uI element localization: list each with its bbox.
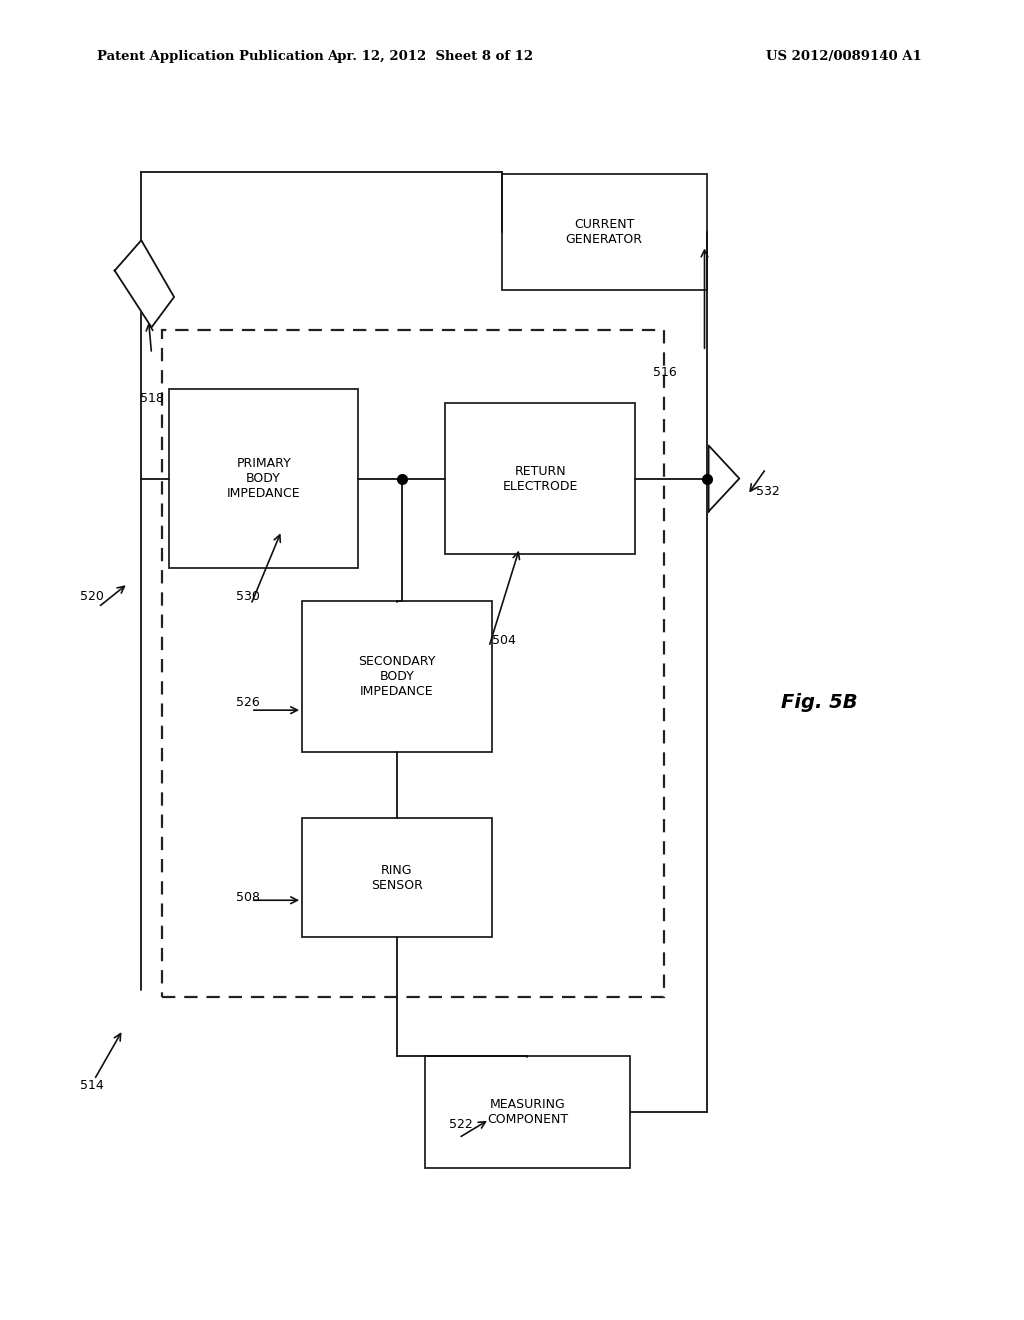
Text: Apr. 12, 2012  Sheet 8 of 12: Apr. 12, 2012 Sheet 8 of 12 [327,50,534,63]
Bar [425,1056,630,1168]
Bar [302,818,492,937]
Text: Patent Application Publication: Patent Application Publication [97,50,324,63]
Text: 530: 530 [236,590,259,603]
Text: 532: 532 [756,484,779,498]
Text: RING
SENSOR: RING SENSOR [371,863,423,892]
Polygon shape [115,240,174,327]
Text: 516: 516 [653,366,677,379]
Text: RETURN
ELECTRODE: RETURN ELECTRODE [503,465,578,492]
Text: 520: 520 [80,590,103,603]
Polygon shape [709,446,739,512]
Text: CURRENT
GENERATOR: CURRENT GENERATOR [565,218,643,247]
Text: US 2012/0089140 A1: US 2012/0089140 A1 [766,50,922,63]
Text: PRIMARY
BODY
IMPEDANCE: PRIMARY BODY IMPEDANCE [227,457,300,500]
Text: 526: 526 [236,696,259,709]
Bar [502,174,707,290]
Text: 514: 514 [80,1078,103,1092]
Bar [445,403,635,554]
Text: Fig. 5B: Fig. 5B [781,693,857,711]
Text: 508: 508 [236,891,259,904]
Bar [302,601,492,752]
Text: MEASURING
COMPONENT: MEASURING COMPONENT [486,1098,568,1126]
Text: 518: 518 [140,392,164,405]
Bar [169,389,358,568]
Bar [162,330,664,997]
Text: SECONDARY
BODY
IMPEDANCE: SECONDARY BODY IMPEDANCE [358,655,435,698]
Text: 522: 522 [449,1118,472,1131]
Text: 504: 504 [492,634,515,647]
